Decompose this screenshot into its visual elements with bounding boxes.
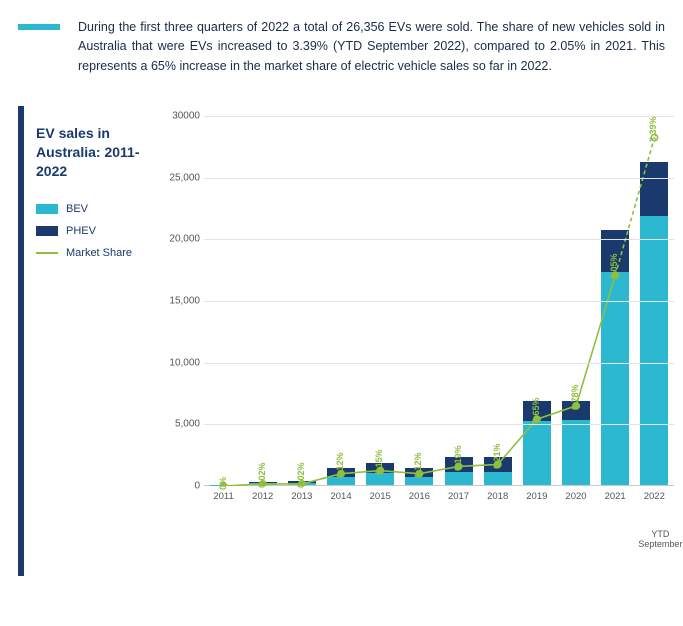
x-tick-label: 2013 (288, 486, 316, 516)
x-tick-sublabel: YTDSeptember (632, 530, 683, 550)
chart-sidebar: EV sales in Australia: 2011-2022 BEV PHE… (36, 124, 146, 269)
y-tick-label: 30000 (156, 111, 200, 122)
market-share-value-label: 0.15% (374, 449, 384, 475)
market-share-value-label: 0.02% (296, 463, 306, 489)
legend-swatch-bev (36, 204, 58, 214)
legend-label-phev: PHEV (66, 225, 96, 237)
bar-seg-bev (640, 216, 668, 485)
legend-item-bev: BEV (36, 203, 146, 215)
bar-seg-bev (562, 420, 590, 485)
legend-label-bev: BEV (66, 203, 88, 215)
bar-seg-bev (523, 421, 551, 485)
chart-legend: BEV PHEV Market Share (36, 203, 146, 259)
legend-label-market-share: Market Share (66, 247, 132, 259)
bar-column (562, 401, 590, 485)
intro-row: During the first three quarters of 2022 … (18, 18, 665, 76)
gridline (204, 424, 674, 425)
y-tick-label: 10,000 (156, 357, 200, 368)
y-tick-label: 0 (156, 481, 200, 492)
market-share-value-label: 0.12% (413, 452, 423, 478)
market-share-value-label: 0.65% (531, 398, 541, 424)
legend-item-market-share: Market Share (36, 247, 146, 259)
gridline (204, 301, 674, 302)
legend-swatch-phev (36, 226, 58, 236)
x-tick-label: 2016 (405, 486, 433, 516)
chart-title: EV sales in Australia: 2011-2022 (36, 124, 146, 181)
market-share-value-label: 0.21% (492, 443, 502, 469)
x-tick-label: 2014 (327, 486, 355, 516)
plot-inner: 05,00010,00015,00020,00025,000300000%0.0… (204, 116, 674, 486)
gridline (204, 363, 674, 364)
x-tick-label: 2012 (249, 486, 277, 516)
gridline (204, 178, 674, 179)
bar-seg-phev (640, 162, 668, 216)
bar-seg-bev (366, 473, 394, 485)
x-tick-label: 2011 (210, 486, 238, 516)
bar-seg-bev (601, 272, 629, 485)
x-tick-label: 2015 (366, 486, 394, 516)
x-tick-label: 2019 (523, 486, 551, 516)
legend-line-market-share (36, 252, 58, 254)
market-share-value-label: 0.12% (335, 452, 345, 478)
market-share-value-label: 0.02% (257, 463, 267, 489)
legend-item-phev: PHEV (36, 225, 146, 237)
y-tick-label: 5,000 (156, 419, 200, 430)
market-share-value-label: 0.78% (570, 384, 580, 410)
y-tick-label: 15,000 (156, 296, 200, 307)
chart-plot: 05,00010,00015,00020,00025,000300000%0.0… (204, 116, 674, 516)
bar-seg-bev (445, 472, 473, 486)
intro-accent-bar (18, 24, 60, 30)
x-tick-label: 2021 (601, 486, 629, 516)
bar-seg-bev (327, 477, 355, 485)
y-tick-label: 25,000 (156, 172, 200, 183)
y-tick-label: 20,000 (156, 234, 200, 245)
x-tick-label: 2018 (484, 486, 512, 516)
x-tick-label: 2017 (445, 486, 473, 516)
x-tick-label: 2022 (640, 486, 668, 516)
gridline (204, 116, 674, 117)
x-axis-labels: 2011 2012 2013 2014 2015 2016 2017 2018 2019 2020… (204, 486, 674, 516)
bar-seg-bev (484, 472, 512, 486)
chart-container: EV sales in Australia: 2011-2022 BEV PHE… (18, 106, 665, 576)
gridline (204, 239, 674, 240)
market-share-value-label: 2.05% (609, 254, 619, 280)
bar-column (640, 162, 668, 485)
x-tick-label: 2020 (562, 486, 590, 516)
market-share-value-label: 0.19% (453, 445, 463, 471)
market-share-value-label: 3.39% (648, 116, 658, 142)
intro-text: During the first three quarters of 2022 … (78, 18, 665, 76)
